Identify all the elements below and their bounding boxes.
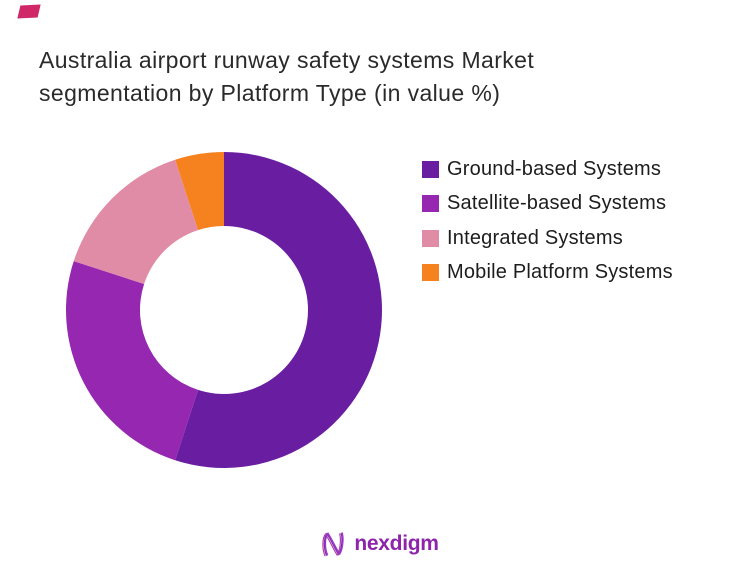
donut-chart: [65, 152, 382, 469]
corner-accent-shape: [17, 4, 41, 19]
n-wave-stroke: [324, 532, 343, 556]
legend-item-integrated-systems: Integrated Systems: [422, 226, 673, 249]
legend-label: Mobile Platform Systems: [447, 261, 673, 283]
chart-legend: Ground-based Systems Satellite-based Syst…: [422, 157, 673, 297]
legend-item-mobile-platform-systems: Mobile Platform Systems: [422, 261, 673, 283]
donut-segment-integrated-systems: [73, 159, 199, 285]
legend-label: Integrated Systems: [447, 226, 623, 249]
chart-title-line2: segmentation by Platform Type (in value …: [39, 80, 501, 106]
legend-label: Satellite-based Systems: [447, 192, 667, 214]
donut-segment-satellite-based-systems: [65, 261, 199, 461]
nexdigm-wordmark: nexdigm: [354, 532, 439, 555]
legend-item-ground-based-systems: Ground-based Systems: [422, 157, 673, 180]
legend-swatch-icon: [422, 229, 439, 247]
donut-segment-mobile-platform-systems: [175, 152, 224, 231]
donut-segment-ground-based-systems: [175, 152, 382, 469]
legend-swatch-icon: [422, 264, 439, 281]
legend-item-satellite-based-systems: Satellite-based Systems: [422, 192, 673, 214]
legend-label: Ground-based Systems: [447, 157, 662, 180]
legend-swatch-icon: [422, 160, 439, 178]
legend-swatch-icon: [422, 195, 439, 212]
n-wave-stroke: [322, 533, 342, 557]
chart-title-line1: Australia airport runway safety systems …: [39, 47, 535, 73]
n-wave-stroke: [325, 532, 344, 556]
chart-title: Australia airport runway safety systems …: [39, 44, 699, 110]
brand-footer: nexdigm: [0, 527, 752, 561]
nexdigm-logo-icon: [322, 532, 344, 557]
